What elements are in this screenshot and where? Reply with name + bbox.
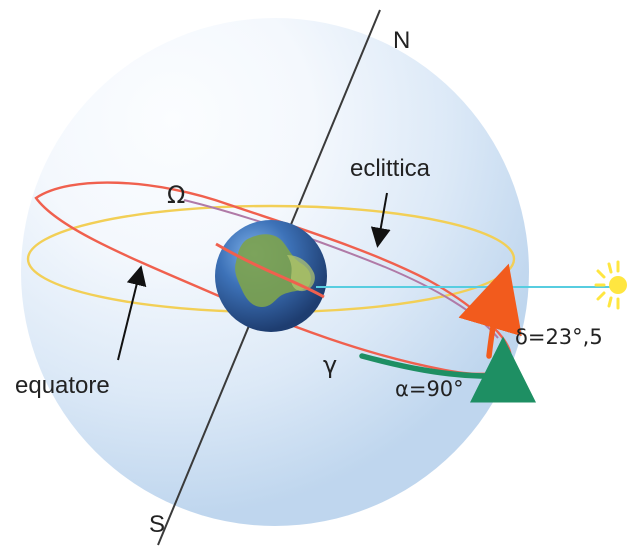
north-label: N xyxy=(393,27,410,54)
alpha-arrow xyxy=(359,336,536,403)
earth-layer xyxy=(215,220,327,332)
south-label: S xyxy=(149,511,165,538)
arrow-layer xyxy=(117,192,536,403)
ecliptic-pointer-arrow xyxy=(370,192,391,248)
earth-land-mass xyxy=(235,234,311,307)
sun-icon xyxy=(594,260,627,310)
omega-label: Ω xyxy=(167,181,185,209)
gamma-label: γ xyxy=(323,351,337,379)
delta-label: δ=23°,5 xyxy=(515,325,603,349)
alpha-label: α=90° xyxy=(395,377,464,401)
equator-pointer-arrow xyxy=(117,265,147,361)
delta-arrow xyxy=(458,263,522,359)
ecliptic-label: eclittica xyxy=(350,155,431,182)
text-layer: N S eclittica equatore Ω γ α=90° δ=23°,5 xyxy=(15,27,603,538)
equator-label: equatore xyxy=(15,372,110,399)
earth-equator-band xyxy=(215,242,325,299)
